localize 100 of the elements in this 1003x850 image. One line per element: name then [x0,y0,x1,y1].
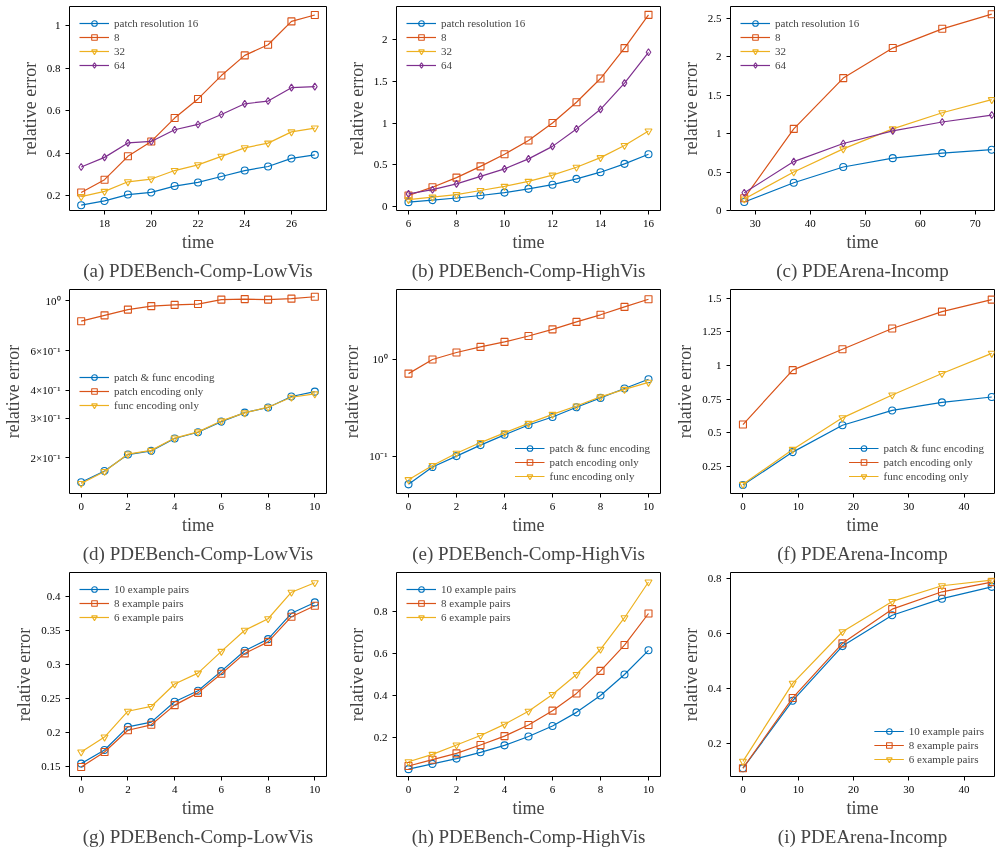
y-tick-label: 1.5 [373,74,388,87]
x-tick-label: 2 [125,782,131,795]
legend-label: patch & func encoding [549,441,650,455]
x-axis-title: time [512,797,545,818]
y-tick-label: 1 [716,127,722,140]
y-tick-label: 1 [55,19,61,32]
x-tick-label: 6 [218,499,225,512]
y-tick-label: 0.8 [373,604,388,617]
y-tick-label: 1.5 [707,88,722,101]
x-tick-label: 30 [749,216,762,229]
text: (c) PDEArena-Incomp [776,259,949,282]
y-tick-label: 0 [382,199,388,212]
y-tick-label: 2×10⁻¹ [30,451,61,464]
y-tick-label: 2 [716,50,722,63]
x-tick-label: 26 [285,216,298,229]
legend-label: func encoding only [549,469,635,483]
y-tick-label: 0.2 [46,725,61,738]
x-tick-label: 18 [99,216,111,229]
x-tick-label: 10 [643,782,655,795]
x-tick-label: 2 [125,499,131,512]
x-axis-title: time [512,231,545,252]
text: (a) PDEBench-Comp-LowVis [83,259,313,282]
x-axis-title: time [512,514,545,535]
legend-label: 64 [775,58,787,72]
y-tick-label: 0.6 [46,104,61,117]
y-tick-label: 0.15 [41,759,61,772]
x-tick-label: 10 [309,782,321,795]
legend-label: 8 [114,30,121,44]
legend-label: 32 [441,44,453,58]
legend-label: 10 example pairs [441,582,517,596]
y-axis-title: relative error [346,61,367,156]
x-tick-label: 4 [171,499,178,512]
y-tick-label: 10⁰ [372,353,388,366]
legend-label: 10 example pairs [114,582,190,596]
x-tick-label: 20 [848,499,860,512]
x-tick-label: 6 [218,782,225,795]
y-axis-title: relative error [680,627,701,722]
x-tick-label: 6 [405,216,412,229]
legend-label: patch encoding only [549,455,639,469]
y-tick-label: 0.2 [707,736,722,749]
text: (h) PDEBench-Comp-HighVis [411,825,646,848]
y-tick-label: 0.4 [373,689,388,702]
y-tick-label: 0.4 [46,146,61,159]
y-tick-label: 1.25 [702,325,722,338]
y-tick-label: 2 [382,33,388,46]
x-tick-label: 20 [848,782,860,795]
x-tick-label: 0 [405,499,412,512]
x-tick-label: 50 [859,216,872,229]
legend-label: patch resolution 16 [775,16,860,30]
x-tick-label: 40 [958,499,971,512]
y-tick-label: 0.3 [46,657,61,670]
y-axis-title: relative error [346,627,367,722]
x-axis-title: time [846,514,879,535]
x-tick-label: 70 [969,216,982,229]
x-tick-label: 0 [78,782,85,795]
legend-label: func encoding only [114,398,199,412]
y-tick-label: 0.8 [707,571,722,584]
x-tick-label: 14 [595,216,607,229]
y-tick-label: 10⁰ [45,294,61,307]
x-tick-label: 4 [501,782,508,795]
y-tick-label: 2.5 [707,11,722,24]
text: (b) PDEBench-Comp-HighVis [411,259,646,282]
x-tick-label: 8 [265,499,272,512]
y-tick-label: 0.5 [373,158,388,171]
legend-label: 64 [114,58,126,72]
x-tick-label: 8 [453,216,460,229]
y-tick-label: 0.6 [373,646,388,659]
text: (d) PDEBench-Comp-LowVis [82,542,314,565]
x-tick-label: 0 [740,499,747,512]
y-axis-title: relative error [14,627,35,722]
x-tick-label: 10 [643,499,655,512]
x-tick-label: 0 [740,782,747,795]
legend-label: patch resolution 16 [114,16,199,30]
x-tick-label: 30 [903,499,915,512]
x-axis-title: time [846,231,879,252]
legend-label: 10 example pairs [908,724,984,738]
y-tick-label: 4×10⁻¹ [30,384,61,397]
y-tick-label: 0.8 [46,61,61,74]
x-tick-label: 24 [239,216,251,229]
legend-label: 6 example pairs [441,610,511,624]
x-tick-label: 4 [171,782,178,795]
legend-label: 6 example pairs [114,610,184,624]
legend-label: patch encoding only [114,384,204,398]
legend-label: 8 example pairs [441,596,511,610]
text: (e) PDEBench-Comp-HighVis [412,542,645,565]
y-tick-label: 1 [382,116,388,129]
legend-label: 8 [775,30,782,44]
y-tick-label: 1.5 [707,291,722,304]
y-axis-title: relative error [19,61,40,156]
x-axis-title: time [182,514,215,535]
text: (f) PDEArena-Incomp [777,542,948,565]
x-axis-title: time [182,231,215,252]
legend-label: 32 [114,44,126,58]
y-tick-label: 0.25 [41,691,61,704]
x-tick-label: 12 [547,216,558,229]
text: (g) PDEBench-Comp-LowVis [82,825,314,848]
x-tick-label: 10 [792,782,805,795]
x-tick-label: 6 [549,499,556,512]
y-tick-label: 0.4 [707,681,722,694]
y-axis-title: relative error [675,344,696,439]
